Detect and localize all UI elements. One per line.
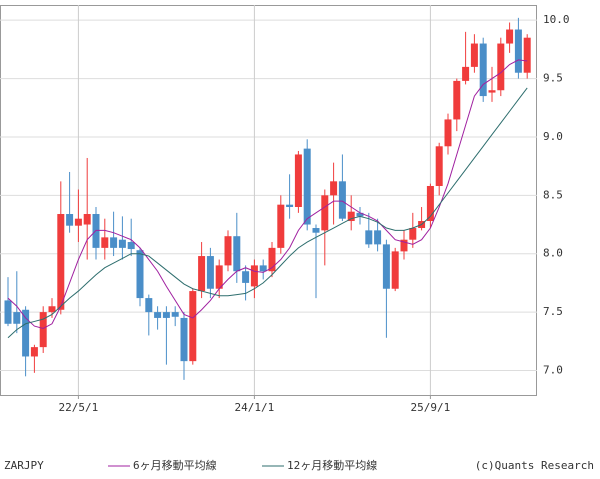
chart-title: ZARJPY [4,459,44,472]
candle-body [312,228,320,233]
candle-body [118,239,126,248]
candle-body [4,300,12,324]
candle-body [180,317,188,362]
candle-body [189,291,197,362]
candle-body [479,43,487,97]
candle-body [233,236,241,272]
candle-body [444,119,452,147]
candle-body [259,265,267,272]
candle-body [294,154,302,208]
y-tick-label: 9.0 [543,130,563,143]
candle-body [330,181,338,196]
candle-body [48,306,56,313]
candle-body [74,218,82,226]
plot-area [0,5,537,396]
candle-body [171,312,179,317]
copyright: (c)Quants Research [475,459,594,472]
candle-body [30,347,38,357]
candle-body [426,185,434,222]
x-tick-label: 25/9/1 [411,401,451,414]
moving-average-line [7,87,528,339]
candle-body [338,181,346,219]
candle-body [523,37,531,73]
candle-body [145,298,153,313]
candle-body [154,312,162,318]
candle-body [470,43,478,67]
candle-body [347,211,355,222]
candle-body [13,312,21,324]
candle-body [435,146,443,186]
candle-body [101,237,109,248]
candle-body [57,214,65,310]
candle-body [110,237,118,248]
candle-body [374,230,382,245]
candle-body [22,309,30,357]
y-tick-label: 8.0 [543,247,563,260]
candle-body [250,265,258,287]
legend-label: 12ヶ月移動平均線 [287,458,377,472]
candle-body [453,80,461,120]
y-tick-label: 7.0 [543,363,563,376]
candle-body [382,244,390,289]
candle-body [127,242,135,250]
candle-body [277,204,285,248]
candle-body [506,29,514,44]
candle-body [198,256,206,292]
candle-body [66,214,74,226]
candle-body [286,204,294,208]
candle-body [268,247,276,272]
candle-body [409,228,417,240]
legend-label: 6ヶ月移動平均線 [133,458,217,472]
y-tick-label: 9.5 [543,72,563,85]
candle-body [215,265,223,289]
candle-body [400,239,408,252]
candle-body [356,212,364,217]
x-tick-label: 24/1/1 [235,401,275,414]
y-tick-label: 7.5 [543,305,563,318]
candle-body [136,250,144,299]
candle-body [497,43,505,91]
candle-body [303,148,311,225]
candle-body [488,90,496,93]
candle-body [83,214,91,225]
y-tick-label: 8.5 [543,188,563,201]
x-tick-label: 22/5/1 [59,401,99,414]
candle-body [224,236,232,266]
candle-body [462,66,470,81]
y-tick-label: 10.0 [543,13,570,26]
candle-body [514,29,522,73]
candle-body [365,230,373,245]
candle-body [391,251,399,289]
candle-body [206,256,214,289]
candle-body [39,312,47,348]
candle-body [162,312,170,318]
candle-body [242,271,250,283]
candle-body [321,195,329,231]
